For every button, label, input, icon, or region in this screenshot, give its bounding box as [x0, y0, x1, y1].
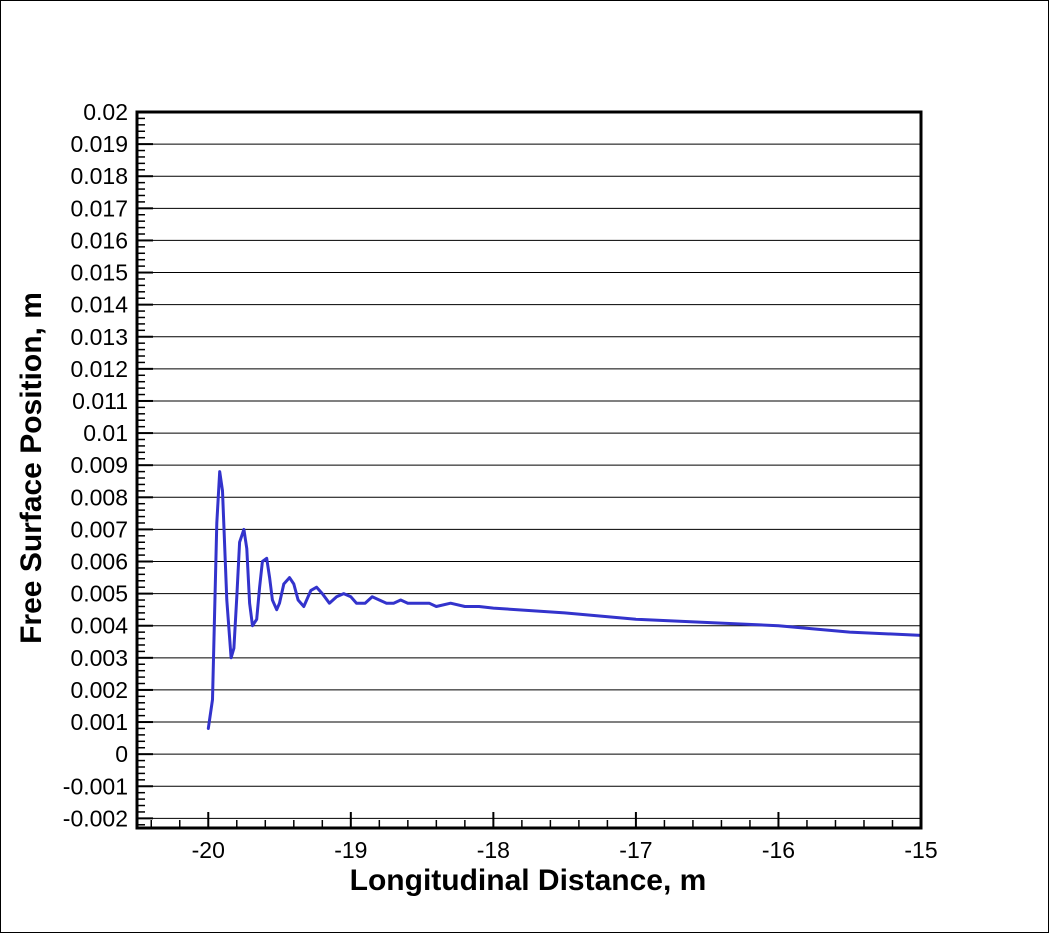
y-tick-label: 0.002	[70, 677, 128, 703]
series-layer	[206, 470, 923, 730]
x-tick-label: -17	[619, 837, 652, 863]
x-axis-title: Longitudinal Distance, m	[350, 864, 707, 897]
y-tick-label: 0.003	[70, 645, 128, 671]
y-tick-label: 0.014	[70, 292, 128, 318]
y-tick-label: 0.019	[70, 131, 128, 157]
y-tick-label: 0.011	[72, 388, 128, 414]
x-tick-label: -16	[762, 837, 795, 863]
x-tick-label: -15	[904, 837, 937, 863]
major-ticks	[137, 111, 922, 828]
y-tick-label: 0.007	[70, 516, 128, 542]
grid-lines	[137, 111, 921, 819]
y-axis-title: Free Surface Position, m	[15, 292, 48, 644]
y-tick-label: 0.013	[70, 324, 128, 350]
y-tick-label: 0.018	[70, 163, 128, 189]
x-tick-label: -20	[192, 837, 225, 863]
y-tick-label: 0.008	[70, 484, 128, 510]
x-tick-labels: -20 -19 -18 -17 -16 -15	[192, 837, 938, 863]
y-tick-labels: 0.02 0.019 0.018 0.017 0.016 0.015 0.014 0.013 0…	[63, 99, 128, 831]
y-tick-label: 0.004	[70, 613, 128, 639]
y-tick-label: 0.001	[70, 709, 128, 735]
y-tick-label: 0.006	[70, 549, 128, 575]
y-tick-label: 0.02	[83, 99, 128, 125]
y-tick-label: 0	[115, 741, 128, 767]
y-tick-label: 0.005	[70, 581, 128, 607]
series-line	[206, 470, 923, 730]
y-tick-label: 0.016	[70, 227, 128, 253]
y-tick-label: -0.001	[63, 773, 128, 799]
plot-area-border	[135, 110, 923, 830]
x-tick-label: -19	[334, 837, 367, 863]
x-tick-label: -18	[477, 837, 510, 863]
y-tick-label: 0.012	[70, 356, 128, 382]
y-tick-label: 0.015	[70, 260, 128, 286]
y-tick-label: 0.009	[70, 452, 128, 478]
y-tick-label: -0.002	[63, 805, 128, 831]
y-tick-label: 0.017	[70, 195, 128, 221]
y-tick-label: 0.01	[83, 420, 128, 446]
